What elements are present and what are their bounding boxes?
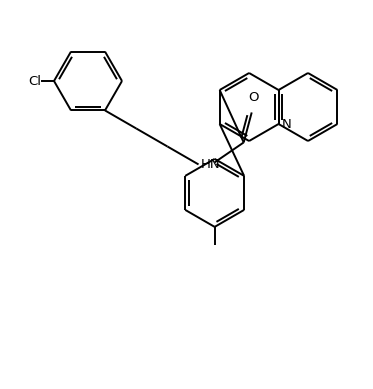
Text: O: O — [248, 91, 259, 104]
Text: Cl: Cl — [28, 75, 41, 88]
Text: HN: HN — [201, 158, 220, 171]
Text: N: N — [282, 117, 291, 130]
